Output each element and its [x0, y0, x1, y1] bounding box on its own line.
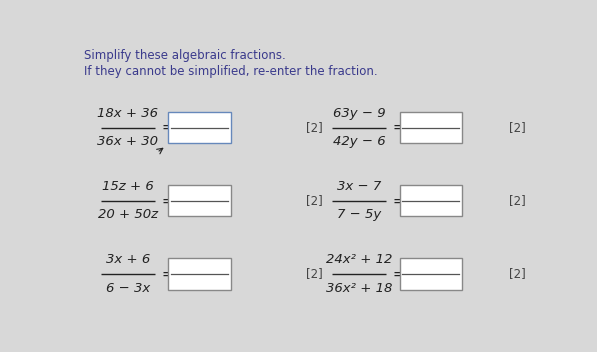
Text: 6 − 3x: 6 − 3x [106, 282, 150, 295]
Bar [168, 112, 231, 143]
Text: 20 + 50z: 20 + 50z [98, 208, 158, 221]
Text: =: = [161, 193, 173, 208]
Text: =: = [161, 266, 173, 282]
Text: 15z + 6: 15z + 6 [102, 180, 153, 193]
Text: 42y − 6: 42y − 6 [333, 135, 386, 148]
Bar [399, 112, 462, 143]
Text: 7 − 5y: 7 − 5y [337, 208, 381, 221]
Text: =: = [392, 193, 405, 208]
Bar [168, 185, 231, 216]
Bar [168, 258, 231, 290]
Text: 36x + 30: 36x + 30 [97, 135, 158, 148]
Text: 3x + 6: 3x + 6 [106, 253, 150, 266]
Text: [2]: [2] [509, 194, 526, 207]
Text: =: = [161, 120, 173, 135]
Bar [399, 258, 462, 290]
Text: [2]: [2] [306, 194, 323, 207]
Text: 36x² + 18: 36x² + 18 [326, 282, 392, 295]
Text: Simplify these algebraic fractions.: Simplify these algebraic fractions. [84, 49, 285, 62]
Text: If they cannot be simplified, re-enter the fraction.: If they cannot be simplified, re-enter t… [84, 65, 377, 78]
Text: [2]: [2] [306, 121, 323, 134]
Text: [2]: [2] [509, 121, 526, 134]
Text: =: = [392, 266, 405, 282]
Text: =: = [392, 120, 405, 135]
Text: 3x − 7: 3x − 7 [337, 180, 381, 193]
Text: 63y − 9: 63y − 9 [333, 107, 386, 120]
Text: [2]: [2] [509, 268, 526, 281]
Text: 18x + 36: 18x + 36 [97, 107, 158, 120]
Text: [2]: [2] [306, 268, 323, 281]
Text: 24x² + 12: 24x² + 12 [326, 253, 392, 266]
Bar [399, 185, 462, 216]
